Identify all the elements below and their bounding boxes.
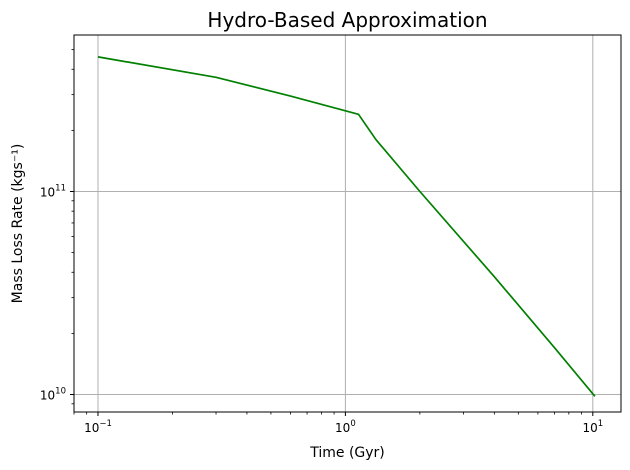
chart-title: Hydro-Based Approximation — [207, 8, 487, 32]
grid-layer — [74, 35, 621, 412]
y-tick-label: 1010 — [40, 387, 66, 403]
series-layer — [97, 56, 596, 397]
x-axis-label: Time (Gyr) — [309, 445, 385, 461]
series-line — [97, 56, 596, 397]
y-tick-label: 1011 — [40, 183, 66, 199]
x-tick-label: 101 — [582, 419, 603, 435]
plot-frame — [73, 34, 622, 413]
y-axis-label: Mass Loss Rate (kgs⁻¹) — [10, 144, 26, 304]
tick-layer: 10−1 100 101 1010 1011 — [40, 49, 603, 435]
x-tick-label: 10−1 — [84, 419, 112, 435]
x-tick-label: 100 — [335, 419, 356, 435]
